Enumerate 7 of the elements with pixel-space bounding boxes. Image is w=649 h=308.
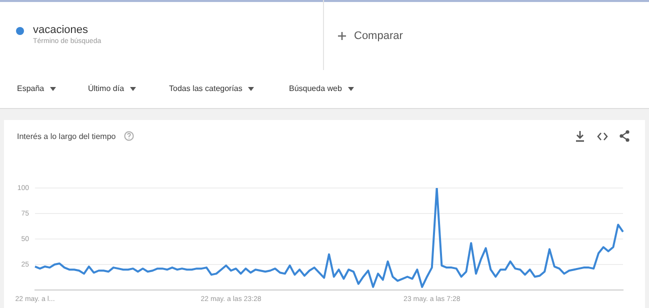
text: Comparar xyxy=(354,30,403,42)
legend-label: vacaciones xyxy=(33,24,90,36)
text: Último día xyxy=(88,84,124,93)
chart-title: Interés a lo largo del tiempo xyxy=(17,132,116,140)
text: Todas las categorías xyxy=(169,84,242,93)
text: España xyxy=(17,84,44,93)
text: Búsqueda web xyxy=(289,84,342,93)
